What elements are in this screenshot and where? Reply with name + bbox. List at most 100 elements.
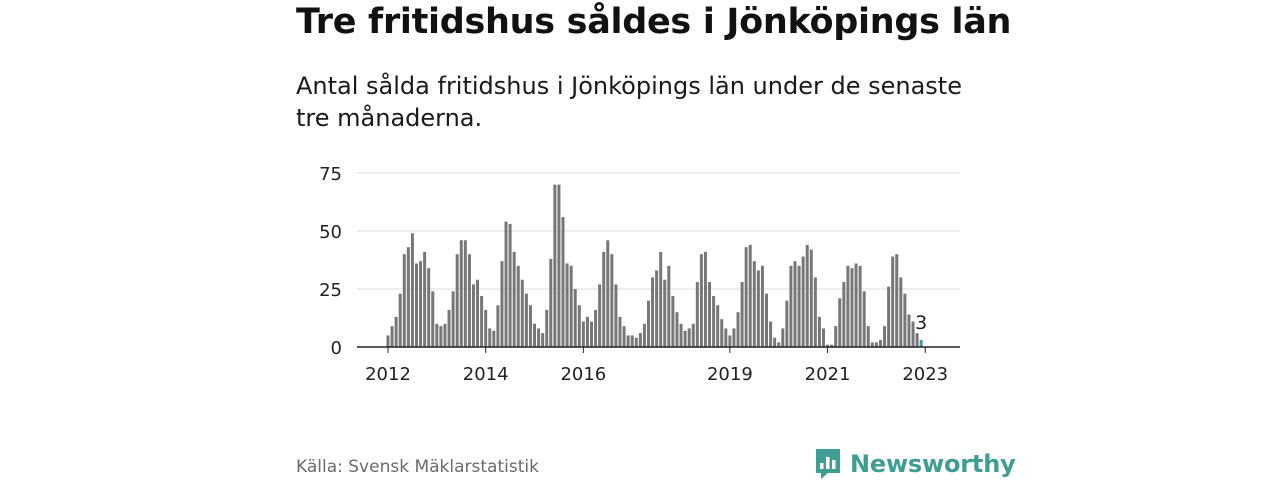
bar <box>512 251 516 347</box>
bar <box>524 293 528 347</box>
bar <box>590 321 593 347</box>
bar-chart: 0 25 50 75 2012 2014 2016 2019 2021 2023 3 <box>319 164 960 385</box>
y-tick-label: 0 <box>331 338 342 359</box>
x-tick-label: 2019 <box>707 364 753 385</box>
bar <box>765 293 769 347</box>
bar <box>549 258 553 347</box>
bar <box>565 263 569 347</box>
bar <box>793 261 797 347</box>
x-tick-label: 2023 <box>902 364 948 385</box>
bar <box>907 314 911 347</box>
newsworthy-logo-text: Newsworthy <box>850 450 1016 478</box>
x-tick-label: 2021 <box>805 364 851 385</box>
bar <box>915 333 919 347</box>
bar <box>516 265 520 347</box>
bar <box>581 321 585 347</box>
y-tick-label: 25 <box>319 280 342 301</box>
bar <box>708 282 712 347</box>
bar <box>520 279 524 347</box>
bar <box>821 328 825 347</box>
bar <box>687 328 691 347</box>
bar <box>777 342 781 347</box>
bar <box>467 254 471 347</box>
bar <box>663 279 667 347</box>
bar <box>386 335 390 347</box>
bar <box>638 333 642 347</box>
bar <box>712 295 716 347</box>
bar <box>459 240 463 347</box>
bar <box>736 312 740 347</box>
bar <box>463 240 467 347</box>
bar <box>614 284 618 347</box>
x-axis-ticks: 2012 2014 2016 2019 2021 2023 <box>365 347 948 385</box>
bar <box>667 265 671 347</box>
bar <box>410 233 414 347</box>
bar <box>899 277 903 347</box>
bar <box>557 184 561 347</box>
bar <box>809 249 813 347</box>
bar <box>602 251 606 347</box>
bar <box>610 254 614 347</box>
chart-title: Tre fritidshus såldes i Jönköpings län <box>296 2 1012 42</box>
bar <box>500 261 504 347</box>
newsworthy-logo: Newsworthy <box>814 447 1016 481</box>
bar <box>484 309 488 347</box>
bar <box>508 224 512 347</box>
bar <box>488 328 492 347</box>
bar <box>573 289 577 347</box>
bar <box>866 326 870 347</box>
bar <box>887 286 891 347</box>
y-axis-tick-labels: 0 25 50 75 <box>319 164 342 359</box>
bar <box>781 328 785 347</box>
bar <box>622 326 626 347</box>
bar <box>655 270 659 347</box>
bar <box>606 240 610 347</box>
bar <box>826 344 830 347</box>
bar <box>740 282 744 347</box>
bar <box>642 323 646 347</box>
bar <box>870 342 874 347</box>
bar <box>720 319 724 347</box>
bar <box>553 184 557 347</box>
bar <box>679 323 683 347</box>
x-tick-label: 2012 <box>365 364 411 385</box>
bar <box>398 293 402 347</box>
chart-subtitle: Antal sålda fritidshus i Jönköpings län … <box>296 72 962 132</box>
bar <box>785 300 789 347</box>
bar <box>846 265 850 347</box>
bar <box>651 277 655 347</box>
newsworthy-logo-icon <box>816 449 840 479</box>
bar <box>801 256 805 347</box>
bar <box>545 309 549 347</box>
bar <box>805 244 809 347</box>
bar <box>769 321 773 347</box>
bar <box>419 261 423 347</box>
bar <box>756 270 760 347</box>
bar <box>435 323 439 347</box>
bar <box>476 279 480 347</box>
bar <box>480 295 484 347</box>
bar <box>797 265 801 347</box>
bar <box>561 217 565 347</box>
bar <box>854 263 858 347</box>
bar <box>760 265 764 347</box>
bar <box>492 330 496 347</box>
bar <box>675 312 679 347</box>
bar <box>569 265 573 347</box>
bar <box>874 342 878 347</box>
bars <box>386 184 923 347</box>
bar <box>813 277 817 347</box>
bar <box>634 337 638 347</box>
bar <box>732 328 736 347</box>
bar <box>830 344 834 347</box>
bar <box>891 256 895 347</box>
bar <box>817 316 821 347</box>
bar <box>598 284 602 347</box>
y-tick-label: 75 <box>319 164 342 185</box>
bar <box>911 321 915 347</box>
bar <box>451 291 455 347</box>
bar <box>423 251 427 347</box>
bar <box>695 282 699 347</box>
bar <box>744 247 748 347</box>
bar <box>699 254 703 347</box>
